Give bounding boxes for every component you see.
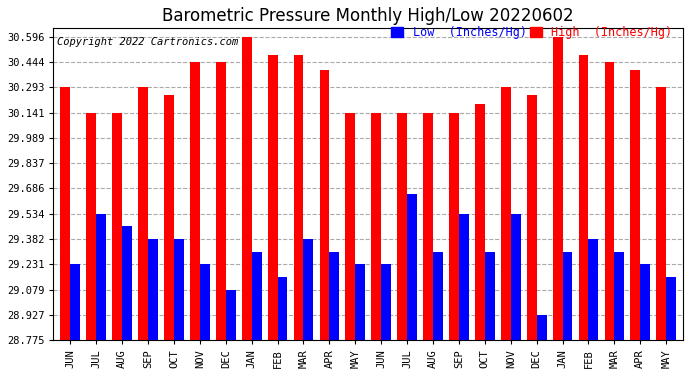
Bar xyxy=(70,264,80,340)
Bar xyxy=(640,264,650,340)
Bar xyxy=(252,252,262,340)
Bar xyxy=(346,113,355,340)
Bar xyxy=(294,55,304,340)
Bar xyxy=(96,214,106,340)
Bar xyxy=(537,315,546,340)
Bar xyxy=(241,37,252,340)
Bar xyxy=(527,95,537,340)
Bar xyxy=(433,252,443,340)
Bar xyxy=(216,62,226,340)
Bar xyxy=(277,277,288,340)
Bar xyxy=(86,113,96,340)
Bar xyxy=(667,277,676,340)
Bar xyxy=(304,239,313,340)
Bar xyxy=(164,95,174,340)
Bar xyxy=(397,113,407,340)
Bar xyxy=(319,70,329,340)
Bar xyxy=(371,113,381,340)
Bar xyxy=(268,55,277,340)
Bar xyxy=(174,239,184,340)
Bar xyxy=(122,226,132,340)
Bar xyxy=(355,264,365,340)
Bar xyxy=(138,87,148,340)
Bar xyxy=(604,62,614,340)
Bar xyxy=(329,252,339,340)
Bar xyxy=(475,104,485,340)
Bar xyxy=(656,87,667,340)
Bar xyxy=(190,62,200,340)
Bar xyxy=(112,113,122,340)
Bar xyxy=(614,252,624,340)
Bar xyxy=(200,264,210,340)
Title: Barometric Pressure Monthly High/Low 20220602: Barometric Pressure Monthly High/Low 202… xyxy=(162,7,574,25)
Bar xyxy=(485,252,495,340)
Bar xyxy=(407,194,417,340)
Bar xyxy=(423,113,433,340)
Bar xyxy=(381,264,391,340)
Text: Copyright 2022 Cartronics.com: Copyright 2022 Cartronics.com xyxy=(57,37,238,47)
Bar xyxy=(579,55,589,340)
Bar xyxy=(631,70,640,340)
Bar xyxy=(61,87,70,340)
Bar xyxy=(501,87,511,340)
Bar xyxy=(589,239,598,340)
Bar xyxy=(148,239,158,340)
Bar xyxy=(226,290,235,340)
Bar xyxy=(562,252,573,340)
Bar xyxy=(459,214,469,340)
Bar xyxy=(511,214,521,340)
Legend: Low  (Inches/Hg), High  (Inches/Hg): Low (Inches/Hg), High (Inches/Hg) xyxy=(386,21,677,44)
Bar xyxy=(553,37,562,340)
Bar xyxy=(449,113,459,340)
